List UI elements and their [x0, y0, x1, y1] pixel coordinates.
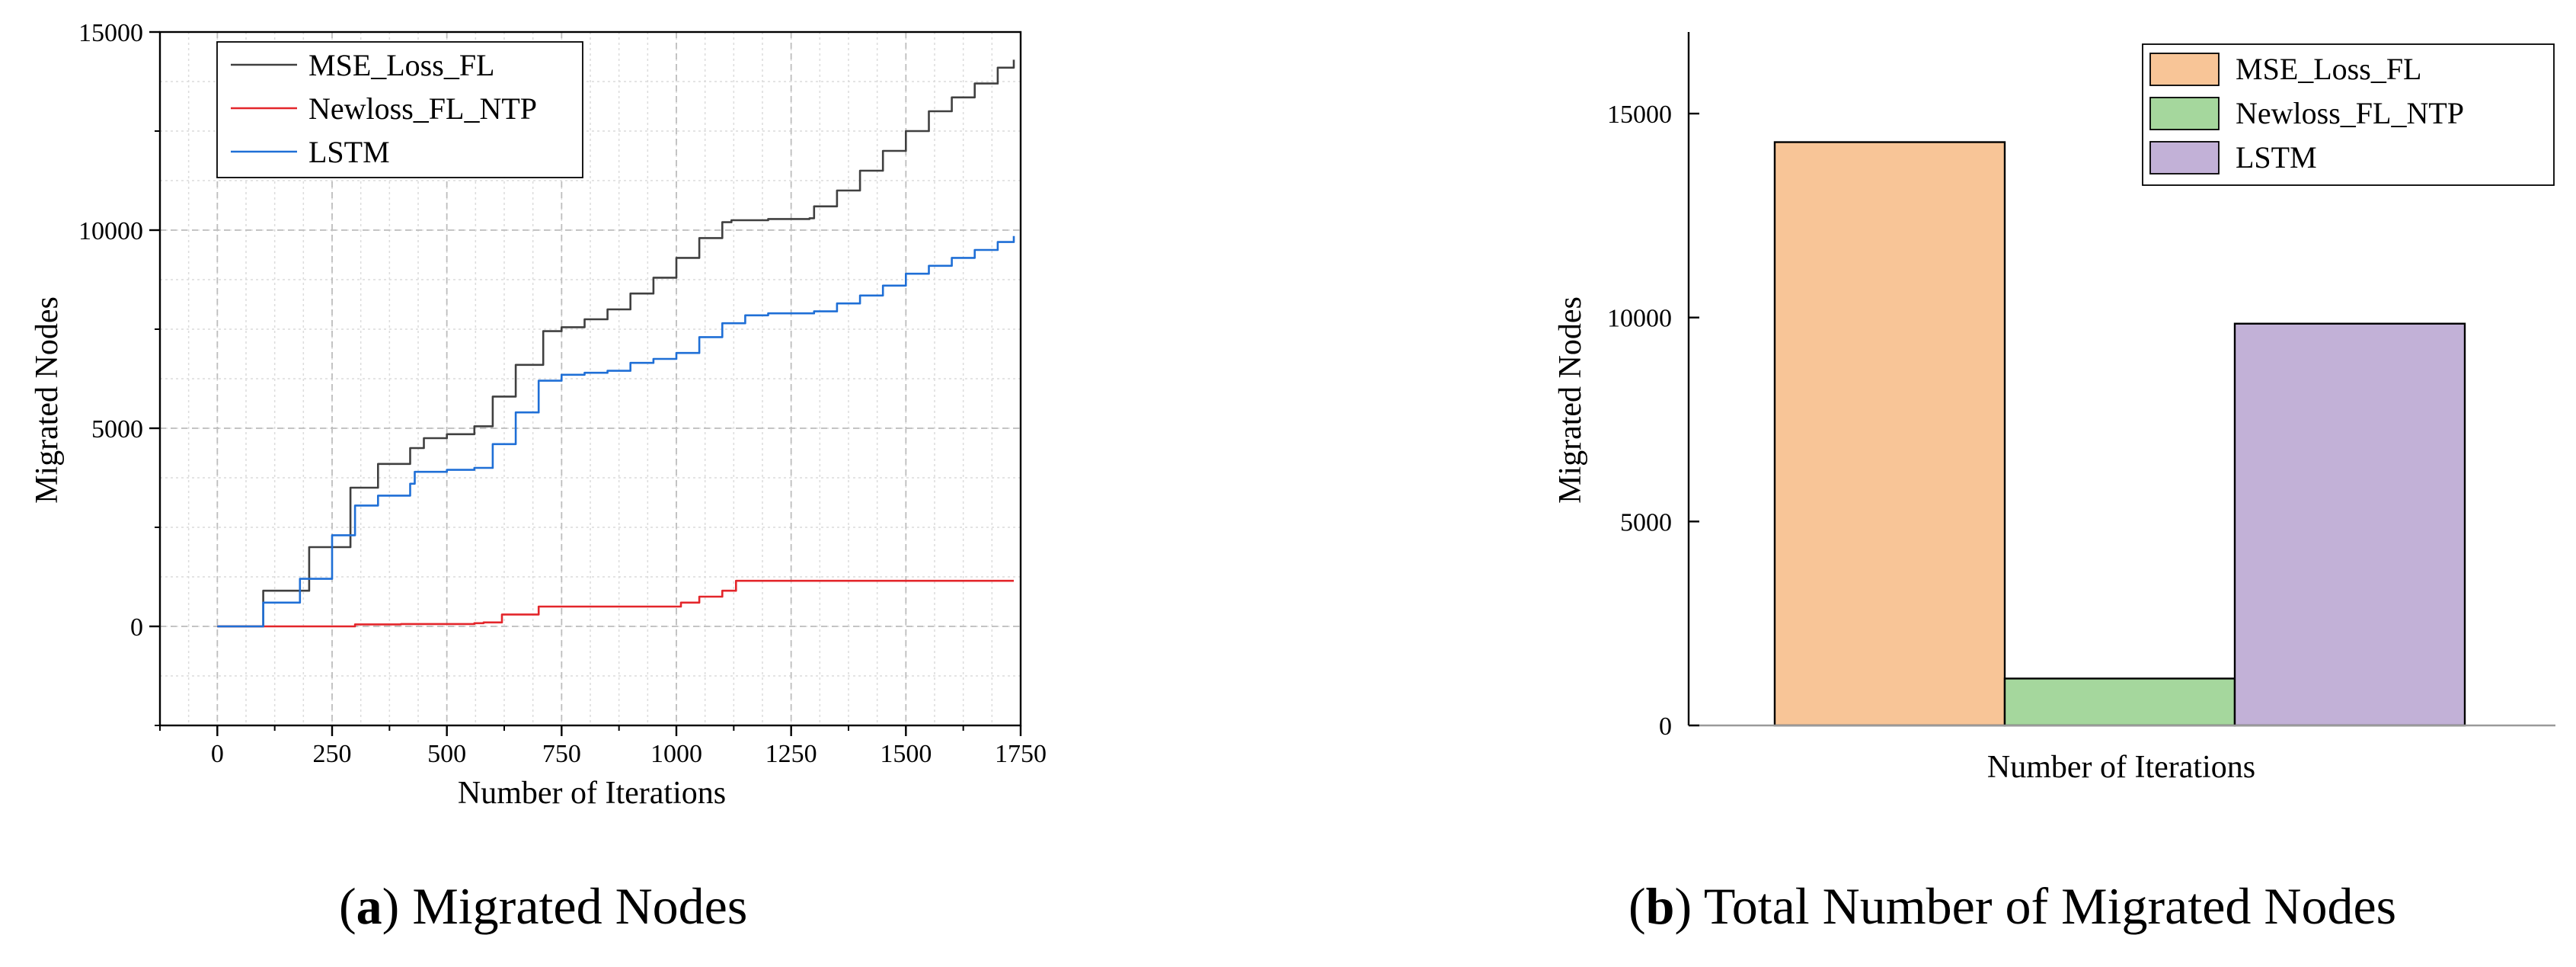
x-tick-label: 250 [313, 740, 352, 768]
x-tick-label: 750 [542, 740, 581, 768]
y-tick-label: 10000 [78, 217, 143, 245]
x-tick-label: 1500 [880, 740, 932, 768]
caption-b-label: b [1646, 877, 1675, 935]
caption-b-text: Total Number of Migrated Nodes [1704, 877, 2396, 935]
y-tick-label: 15000 [1607, 101, 1672, 129]
bar-Newloss_FL_NTP [2003, 677, 2236, 727]
plot-frame [158, 30, 1022, 727]
series-lines [217, 59, 1015, 628]
legend: MSE_Loss_FL Newloss_FL_NTP LSTM [216, 41, 583, 178]
bar-chart-total-migrated-nodes: 0 5000 10000 15000 Number of Iterations Mig… [1553, 32, 2555, 785]
bar-LSTM [2233, 322, 2466, 727]
y-axis-label: Migrated Nodes [1553, 296, 1588, 504]
x-tick-label: 1750 [995, 740, 1047, 768]
legend-label: Newloss_FL_NTP [308, 91, 537, 126]
caption-a: (a) Migrated Nodes [339, 877, 747, 935]
y-tick-label: 10000 [1607, 305, 1672, 333]
bars [1773, 141, 2466, 727]
legend-label: MSE_Loss_FL [308, 48, 495, 82]
legend-label: LSTM [308, 135, 390, 169]
series-line-MSE_Loss_FL [217, 59, 1015, 628]
bar-MSE_Loss_FL [1773, 141, 2006, 727]
series-line-LSTM [217, 235, 1015, 628]
axes [1687, 32, 2555, 727]
caption-a-label: a [356, 877, 382, 935]
y-tick-label: 5000 [1620, 508, 1672, 536]
legend-label: Newloss_FL_NTP [2236, 96, 2464, 130]
legend-label: LSTM [2236, 140, 2317, 175]
y-tick-label: 5000 [91, 415, 143, 443]
legend-swatch-LSTM [2149, 141, 2220, 175]
axes [149, 30, 1022, 736]
y-tick-label: 15000 [78, 19, 143, 47]
x-tick-label: 500 [427, 740, 466, 768]
x-axis-label: Number of Iterations [1987, 750, 2255, 785]
tick-labels: 0 250 500 750 1000 1250 1500 1750 0 5000 10000 1500… [78, 19, 1047, 768]
y-tick-label: 0 [1659, 712, 1672, 741]
line-chart-migrated-nodes: 0 250 500 750 1000 1250 1500 1750 0 5000 10000 1500… [30, 19, 1047, 811]
y-tick-label: 0 [130, 613, 143, 642]
x-tick-label: 1000 [650, 740, 702, 768]
legend-label: MSE_Loss_FL [2236, 52, 2422, 86]
caption-a-text: Migrated Nodes [412, 877, 747, 935]
legend: MSE_Loss_FL Newloss_FL_NTP LSTM [2142, 43, 2555, 186]
x-tick-label: 0 [211, 740, 224, 768]
series-line-Newloss_FL_NTP [217, 579, 1014, 628]
caption-b: (b) Total Number of Migrated Nodes [1628, 877, 2396, 935]
tick-labels: 0 5000 10000 15000 [1607, 101, 1672, 741]
legend-swatch-Newloss_FL_NTP [2149, 97, 2220, 130]
y-axis-label: Migrated Nodes [30, 296, 65, 504]
x-tick-label: 1250 [765, 740, 817, 768]
x-axis-label: Number of Iterations [458, 776, 726, 811]
legend-swatch-MSE_Loss_FL [2149, 53, 2220, 86]
